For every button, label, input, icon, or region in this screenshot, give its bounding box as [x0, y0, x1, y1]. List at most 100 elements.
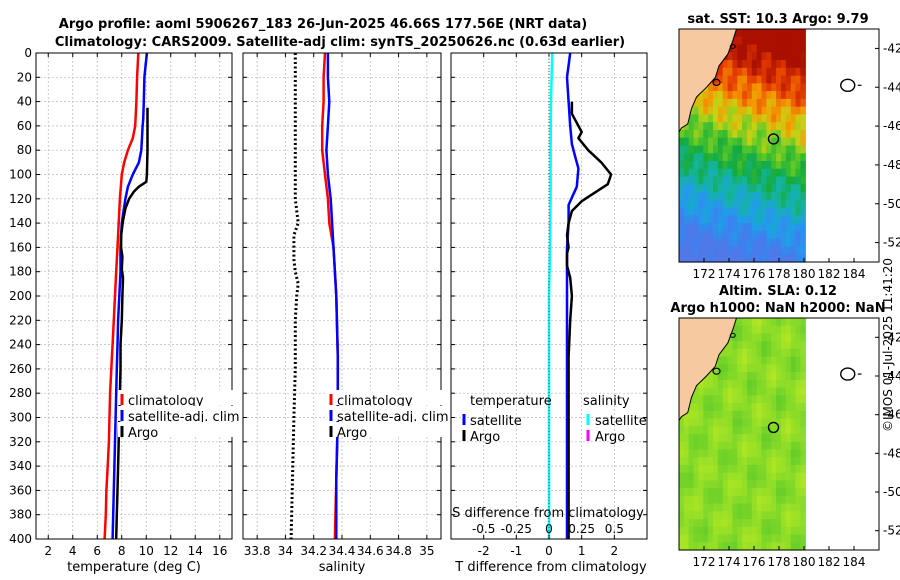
map-cell: [756, 333, 763, 342]
map-cell: [776, 503, 782, 512]
map-cell: [795, 44, 801, 53]
legend-label: satellite-adj. clim: [337, 410, 449, 425]
map-cell: [698, 114, 704, 123]
map-cell: [771, 379, 777, 389]
map-cell: [747, 441, 753, 450]
map-cell: [756, 480, 763, 489]
map-cell: [722, 418, 729, 427]
map-cell: [790, 387, 797, 396]
map-cell: [747, 449, 753, 458]
map-cell: [751, 98, 758, 108]
map-cell: [751, 503, 758, 512]
map-cell: [698, 207, 704, 216]
map-cell: [785, 325, 792, 334]
map-cell: [737, 230, 743, 240]
map-cell: [766, 325, 772, 334]
map-cell: [727, 480, 734, 489]
map-cell: [679, 246, 685, 255]
map-cell: [781, 526, 787, 536]
map-cell: [781, 511, 787, 520]
map-x-tick-label: 176: [743, 267, 766, 281]
map-cell: [708, 464, 714, 474]
map-cell: [776, 488, 782, 497]
map-cell: [781, 464, 787, 474]
map-cell: [756, 168, 763, 178]
map-cell: [737, 106, 743, 116]
map-cell: [771, 199, 777, 209]
map-cell: [742, 106, 748, 116]
map-x-tick-label: 172: [693, 555, 716, 569]
map-cell: [732, 534, 738, 543]
map-cell: [713, 519, 719, 528]
map-cell: [800, 410, 806, 420]
map-cell: [708, 395, 714, 404]
x-tick-label: -2: [478, 544, 490, 558]
map-cell: [756, 495, 763, 505]
map-cell: [795, 137, 801, 147]
map-cell: [717, 410, 724, 420]
map-cell: [776, 168, 782, 178]
map-cell: [713, 246, 719, 255]
map-cell: [679, 503, 685, 512]
map-cell: [776, 36, 782, 46]
map-cell: [790, 246, 797, 255]
map-cell: [771, 44, 777, 53]
map-cell: [732, 83, 738, 92]
map-cell: [800, 426, 806, 435]
map-cell: [761, 503, 767, 512]
map-cell: [761, 348, 767, 358]
map-cell: [732, 348, 738, 358]
map-cell: [717, 418, 724, 427]
map-cell: [766, 410, 772, 420]
x-tick-label: 34: [278, 544, 293, 558]
map-cell: [679, 472, 685, 481]
map-cell: [790, 472, 797, 481]
map-cell: [732, 67, 738, 77]
map-cell: [722, 472, 729, 481]
map-cell: [771, 230, 777, 240]
map-cell: [747, 130, 753, 139]
map-cell: [727, 98, 734, 108]
map-cell: [795, 184, 801, 193]
map-cell: [747, 215, 753, 224]
map-cell: [781, 341, 787, 350]
map-cell: [727, 379, 734, 389]
map-cell: [790, 395, 797, 404]
map-cell: [737, 526, 743, 536]
map-cell: [781, 434, 787, 443]
legend-bg: [118, 390, 238, 405]
map-cell: [742, 254, 748, 263]
map-cell: [751, 434, 758, 443]
map-cell: [790, 318, 797, 327]
map-cell: [698, 464, 704, 474]
map-cell: [800, 238, 806, 248]
map-cell: [717, 372, 724, 381]
map-cell: [795, 60, 801, 69]
map-cell: [693, 542, 700, 551]
map-cell: [722, 60, 729, 69]
island-outline: [729, 43, 736, 49]
map-cell: [771, 60, 777, 69]
map-cell: [737, 91, 743, 100]
map-cell: [737, 122, 743, 131]
map-cell: [727, 449, 734, 458]
map-cell: [688, 457, 695, 466]
map-cell: [771, 410, 777, 420]
map-cell: [771, 542, 777, 551]
map-cell: [776, 29, 782, 38]
map-cell: [751, 364, 758, 373]
map-cell: [756, 137, 763, 147]
map-cell: [761, 457, 767, 466]
map-cell: [747, 207, 753, 216]
map-cell: [761, 403, 767, 412]
map-cell: [698, 434, 704, 443]
map-cell: [722, 348, 729, 358]
map-cell: [742, 184, 748, 193]
map-cell: [766, 387, 772, 396]
y-tick-label: 360: [9, 483, 32, 497]
map-cell: [800, 223, 806, 232]
map-cell: [727, 503, 734, 512]
map-cell: [703, 480, 709, 489]
map-cell: [737, 153, 743, 162]
map-cell: [732, 137, 738, 147]
